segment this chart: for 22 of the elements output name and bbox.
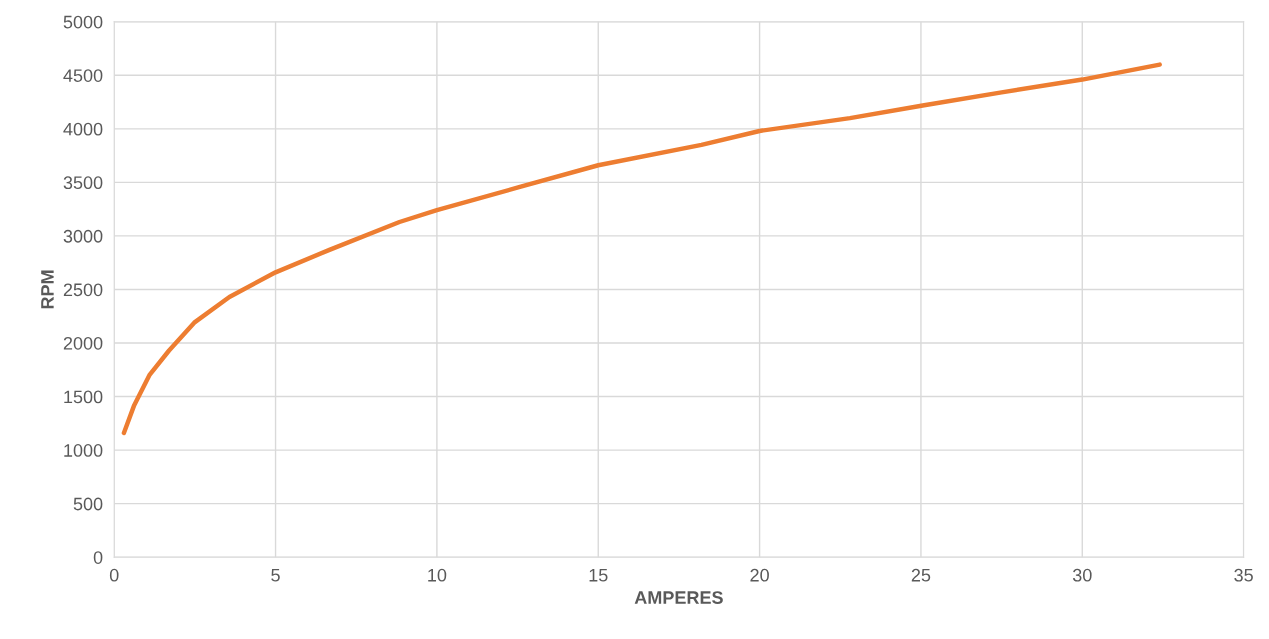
x-tick-label: 35	[1234, 568, 1253, 582]
y-tick-label: 0	[93, 551, 103, 564]
x-tick-label: 0	[109, 568, 119, 582]
x-axis-title: AMPERES	[634, 591, 723, 604]
y-tick-label: 3000	[63, 229, 103, 243]
x-tick-label: 30	[1072, 568, 1092, 582]
line-series	[121, 62, 1162, 436]
y-tick-label: 1000	[64, 444, 103, 457]
y-tick-label: 4000	[63, 122, 103, 136]
y-axis-title: RPM	[41, 270, 54, 309]
x-tick-label: 20	[750, 568, 769, 582]
x-tick-label: 25	[911, 568, 931, 582]
y-tick-label: 4500	[63, 69, 103, 82]
y-tick-label: 500	[73, 497, 103, 511]
y-tick-label: 2000	[63, 336, 103, 350]
x-tick-label: 10	[428, 568, 447, 582]
y-tick-label: 5000	[63, 15, 103, 29]
x-tick-label: 15	[589, 568, 608, 582]
y-tick-label: 1500	[64, 390, 103, 404]
x-tick-label: 5	[271, 568, 280, 582]
y-tick-label: 2500	[63, 283, 103, 297]
y-tick-label: 3500	[63, 176, 103, 190]
